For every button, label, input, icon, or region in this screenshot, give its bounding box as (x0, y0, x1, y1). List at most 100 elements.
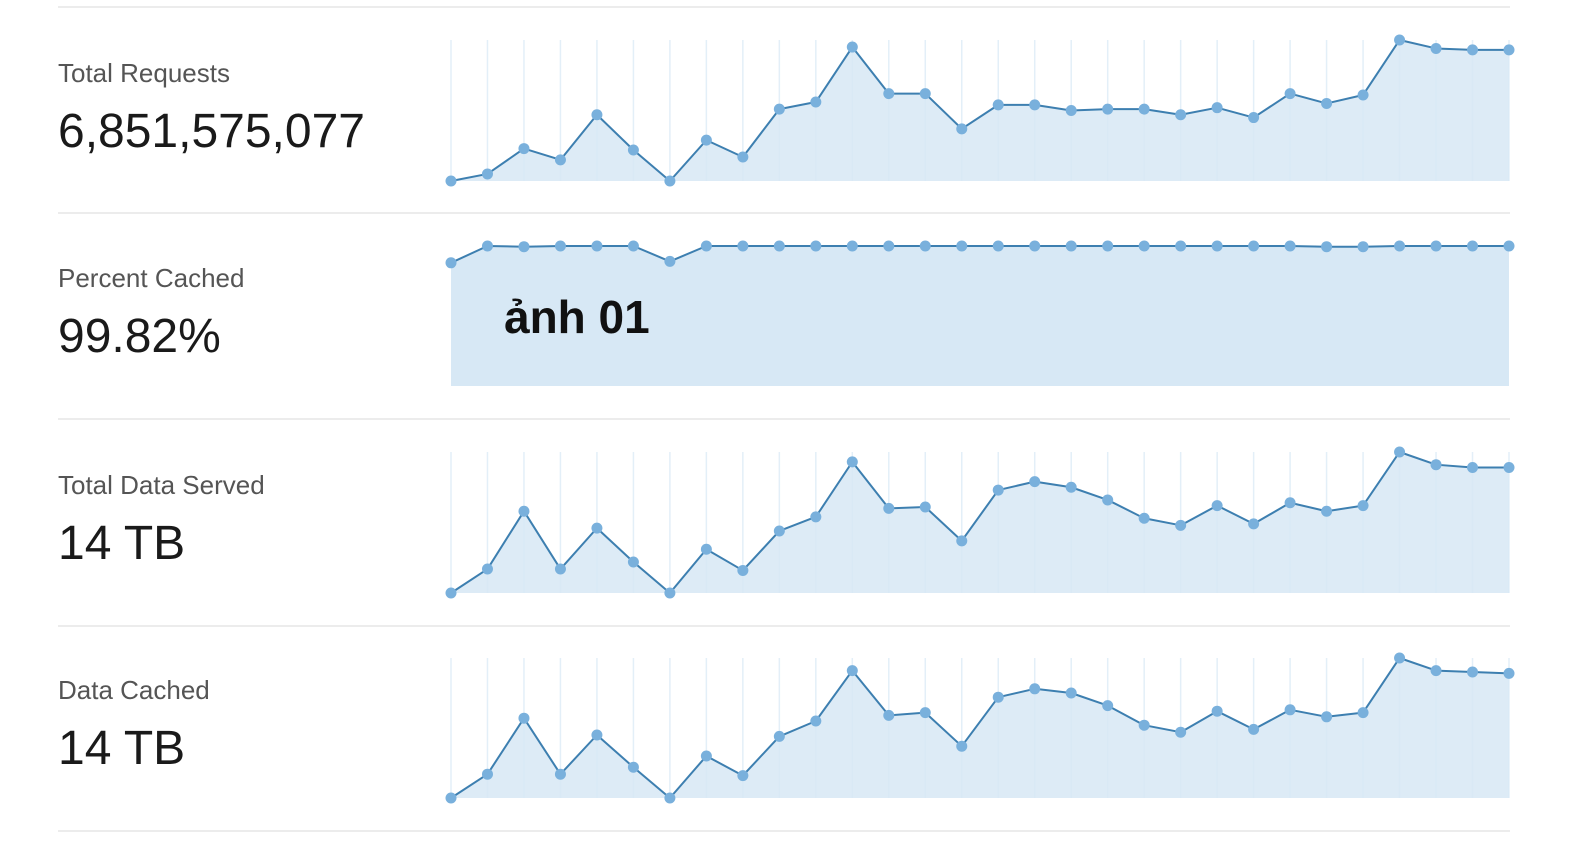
data-point (481, 168, 493, 180)
data-point (773, 525, 785, 537)
data-point (992, 99, 1004, 111)
data-point (810, 240, 822, 252)
data-point (919, 240, 931, 252)
data-point (627, 144, 639, 156)
data-point (1029, 99, 1041, 111)
data-point (1357, 500, 1369, 512)
image-caption: ảnh 01 (504, 291, 650, 343)
data-point (883, 240, 895, 252)
data-point (518, 143, 530, 155)
data-point (591, 240, 603, 252)
data-point (1102, 700, 1114, 712)
data-point (664, 587, 676, 599)
sparkline-total-requests (445, 34, 1515, 187)
data-point (810, 511, 822, 523)
data-point (1029, 240, 1041, 252)
data-point (1321, 97, 1333, 109)
data-point (992, 240, 1004, 252)
data-point (883, 709, 895, 721)
metric-value: 14 TB (58, 517, 186, 570)
data-point (1248, 518, 1260, 530)
data-point (773, 103, 785, 115)
data-point (518, 505, 530, 517)
data-point (1102, 240, 1114, 252)
data-point (737, 770, 749, 782)
data-point (445, 175, 457, 187)
data-point (846, 240, 858, 252)
data-point (1138, 240, 1150, 252)
data-point (627, 240, 639, 252)
data-point (1394, 446, 1406, 458)
data-point (664, 792, 676, 804)
data-point (481, 240, 493, 252)
data-point (664, 255, 676, 267)
data-point (700, 134, 712, 146)
data-point (956, 240, 968, 252)
data-point (591, 522, 603, 534)
sparkline-percent-cached (445, 240, 1515, 386)
data-point (1284, 88, 1296, 100)
data-point (700, 750, 712, 762)
data-point (1503, 44, 1515, 56)
data-point (956, 535, 968, 547)
data-point (1503, 462, 1515, 474)
area-fill (451, 452, 1509, 593)
data-point (1394, 240, 1406, 252)
data-point (1029, 476, 1041, 488)
area-fill (451, 658, 1509, 798)
data-point (810, 715, 822, 727)
data-point (1138, 512, 1150, 524)
data-point (1248, 723, 1260, 735)
metric-value: 99.82% (58, 310, 221, 363)
data-point (1211, 500, 1223, 512)
data-point (956, 123, 968, 135)
data-point (1248, 240, 1260, 252)
data-point (846, 456, 858, 468)
data-point (1138, 103, 1150, 115)
data-point (1248, 112, 1260, 124)
data-point (883, 88, 895, 100)
data-point (554, 240, 566, 252)
series-line (450, 39, 1509, 182)
data-point (1211, 705, 1223, 717)
data-point (919, 707, 931, 719)
metric-label: Total Data Served (58, 470, 265, 500)
data-point (445, 792, 457, 804)
data-point (1357, 241, 1369, 253)
data-point (518, 241, 530, 253)
data-point (1321, 711, 1333, 723)
area-fill (451, 246, 1509, 386)
data-point (1284, 497, 1296, 509)
data-point (1138, 719, 1150, 731)
data-point (481, 768, 493, 780)
data-point (919, 88, 931, 100)
data-point (737, 240, 749, 252)
data-point (1430, 240, 1442, 252)
data-point (554, 154, 566, 166)
data-point (1467, 462, 1479, 474)
data-point (627, 761, 639, 773)
data-point (1467, 666, 1479, 678)
data-point (1175, 240, 1187, 252)
metric-label: Total Requests (58, 58, 230, 88)
data-point (1394, 652, 1406, 664)
data-point (1175, 726, 1187, 738)
data-point (554, 563, 566, 575)
data-point (1357, 89, 1369, 101)
data-point (1175, 109, 1187, 121)
data-point (919, 501, 931, 513)
sparkline-total-data-served (445, 446, 1515, 599)
data-point (481, 563, 493, 575)
data-point (1029, 683, 1041, 695)
data-point (1503, 240, 1515, 252)
data-point (700, 240, 712, 252)
data-point (773, 730, 785, 742)
data-point (1430, 459, 1442, 471)
data-point (737, 151, 749, 163)
data-point (1467, 240, 1479, 252)
data-point (1102, 103, 1114, 115)
sparkline-data-cached (445, 652, 1515, 804)
area-fill (451, 40, 1509, 181)
data-point (1284, 240, 1296, 252)
